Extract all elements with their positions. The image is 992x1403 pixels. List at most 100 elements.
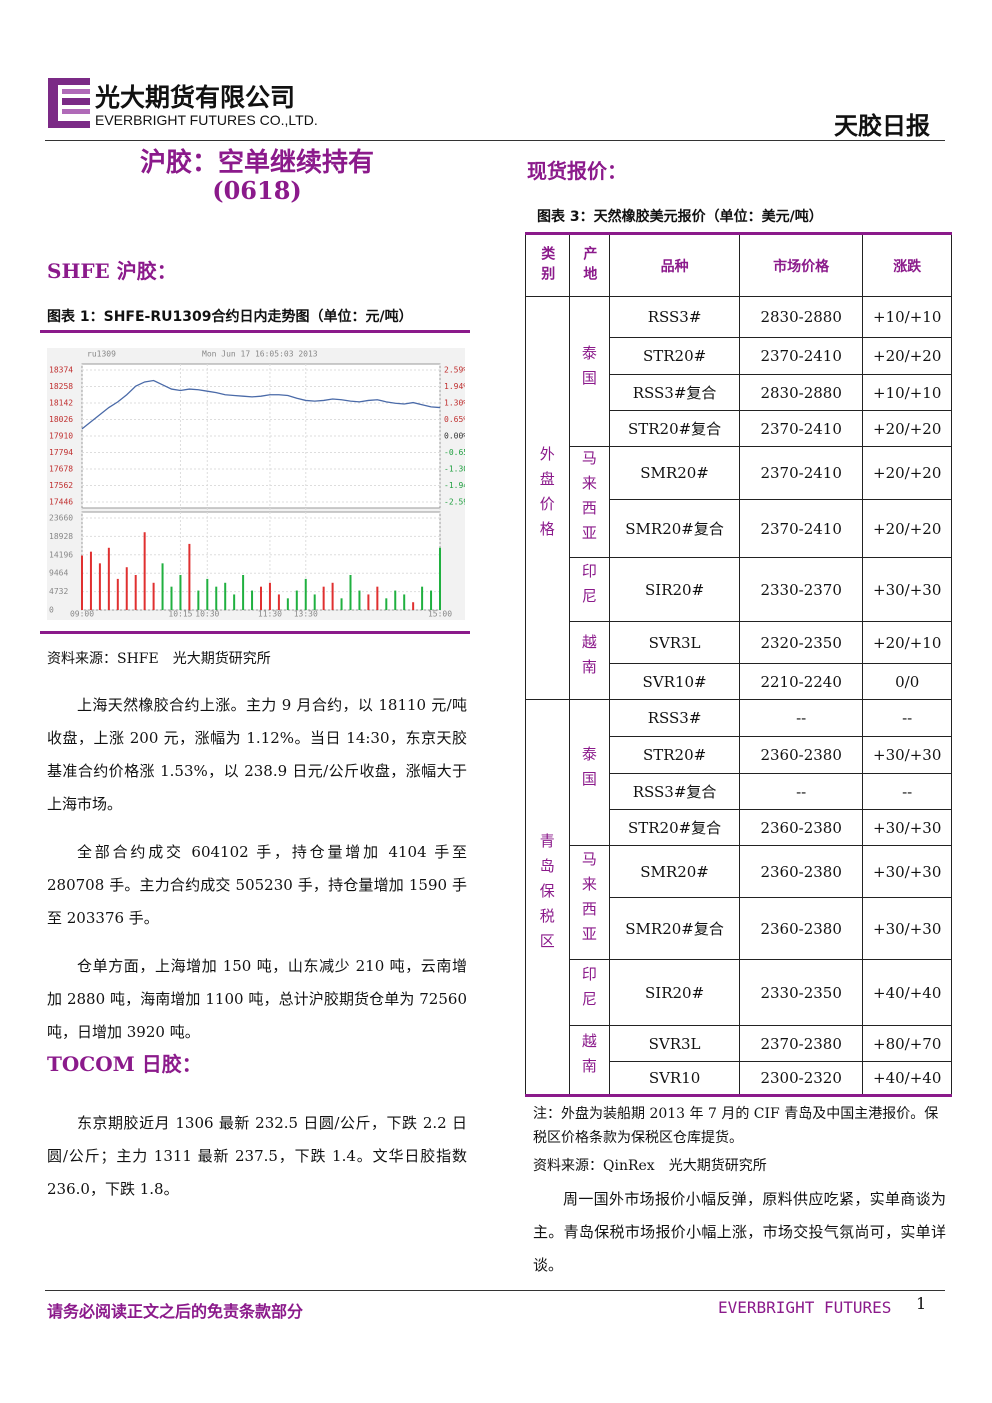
volume-bar bbox=[286, 598, 289, 610]
table-cell: +30/+30 bbox=[862, 845, 952, 898]
table-cell: +20/+20 bbox=[862, 337, 952, 375]
y-tick-label: 17446 bbox=[49, 498, 73, 507]
y2-tick-label: 0.00% bbox=[444, 432, 465, 441]
header-row: 类别 产地 品种 市场价格 涨跌 bbox=[525, 233, 952, 297]
price-table: 类别 产地 品种 市场价格 涨跌 外盘价格 泰国 RSS3# 2830-2880 +10/+10 S… bbox=[525, 232, 952, 1097]
volume-tick-label: 23660 bbox=[49, 514, 73, 523]
table-cell: -- bbox=[738, 699, 864, 737]
table-cell: +30/+30 bbox=[862, 736, 952, 774]
table-cell: STR20# bbox=[609, 736, 740, 774]
volume-bar bbox=[107, 547, 110, 610]
volume-bar bbox=[224, 582, 227, 610]
section: 现货报价： bbox=[527, 159, 627, 183]
table-cell: SVR10# bbox=[609, 663, 740, 700]
table-cell: 2830-2880 bbox=[738, 296, 864, 338]
source: 资料来源：SHFE 光大期货研究所 bbox=[47, 651, 271, 667]
y-tick-label: 17562 bbox=[49, 481, 73, 490]
y-tick-label: 17794 bbox=[49, 448, 73, 457]
table-cell: STR20#复合 bbox=[609, 410, 740, 447]
origin-cell: 泰国 bbox=[568, 699, 611, 846]
paragraph: 全部合约成交 604102 手，持仓量增加 4104 手至 280708 手。主… bbox=[47, 843, 467, 927]
volume-bar bbox=[170, 586, 173, 610]
origin-label: 越南 bbox=[579, 1033, 598, 1083]
rule bbox=[40, 330, 470, 333]
group-label: 外盘价格 bbox=[537, 446, 556, 546]
caption: 图表 3：天然橡胶美元报价（单位：美元/吨） bbox=[537, 209, 823, 225]
table-cell: RSS3# bbox=[609, 699, 740, 737]
section: SHFE 沪胶： bbox=[47, 259, 177, 283]
volume-bar bbox=[430, 590, 433, 610]
company-en: EVERBRIGHT FUTURES CO.,LTD. bbox=[95, 112, 318, 128]
table-cell: +10/+10 bbox=[862, 296, 952, 338]
volume-bar bbox=[403, 594, 406, 610]
table-cell: SVR3L bbox=[609, 621, 740, 664]
paragraphs: 上海天然橡胶合约上涨。主力 9 月合约，以 18110 元/吨收盘，上涨 200… bbox=[47, 674, 467, 1064]
volume-bar bbox=[116, 578, 119, 610]
table-cell: 2370-2380 bbox=[738, 1025, 864, 1062]
origin-label: 越南 bbox=[579, 633, 598, 684]
volume-bar bbox=[268, 582, 271, 610]
origin-label: 马来西亚 bbox=[579, 450, 598, 550]
x-tick-label: 11:30 bbox=[258, 610, 282, 619]
y-tick-label: 18374 bbox=[49, 366, 73, 375]
table-cell: 2360-2380 bbox=[738, 897, 864, 960]
logo bbox=[48, 78, 90, 128]
code: (0618) bbox=[212, 176, 302, 205]
origin-cell: 印尼 bbox=[568, 557, 611, 622]
table-cell: RSS3# bbox=[609, 296, 740, 338]
table-row: 越南 SVR3L 2320-2350 +20/+10 bbox=[526, 621, 952, 700]
volume-tick-label: 14196 bbox=[49, 550, 73, 559]
y2-tick-label: -0.65% bbox=[444, 448, 465, 457]
volume-tick-label: 9464 bbox=[49, 569, 68, 578]
volume-bar bbox=[98, 563, 101, 610]
y2-tick-label: 0.65% bbox=[444, 415, 465, 424]
volume-bar bbox=[304, 578, 307, 610]
origin-label: 泰国 bbox=[579, 344, 598, 395]
section: TOCOM 日胶： bbox=[47, 1052, 202, 1076]
volume-bar bbox=[188, 543, 191, 610]
note: 注：外盘为装船期 2013 年 7 月的 CIF 青岛及中国主港报价。保税区价格… bbox=[533, 1106, 939, 1146]
x-tick-label: 10:30 bbox=[195, 610, 219, 619]
y-tick-label: 18258 bbox=[49, 382, 73, 391]
origin-cell: 越南 bbox=[568, 1025, 611, 1096]
table-cell: 2360-2380 bbox=[738, 809, 864, 846]
table-cell: 0/0 bbox=[862, 663, 952, 700]
report-title: 天胶日报 bbox=[834, 111, 930, 140]
y2-tick-label: 1.30% bbox=[444, 398, 465, 407]
table-row: STR20# 2360-2380 +30/+30 bbox=[526, 736, 952, 774]
paragraph: 周一国外市场报价小幅反弹，原料供应吃紧，实单商谈为主。青岛保税市场报价小幅上涨，… bbox=[533, 1190, 946, 1274]
price-line bbox=[81, 379, 441, 430]
table-row: RSS3#复合 2830-2880 +10/+10 bbox=[526, 374, 952, 411]
volume-bar bbox=[421, 586, 424, 610]
chart-subtitle: Mon Jun 17 16:05:03 2013 bbox=[202, 350, 318, 359]
y-tick-label: 17678 bbox=[49, 465, 73, 474]
origin-label: 马来西亚 bbox=[579, 850, 598, 951]
group-label: 青岛保税区 bbox=[537, 832, 556, 958]
volume-bar bbox=[394, 590, 397, 610]
header-cell: 市场价格 bbox=[738, 233, 864, 297]
page-number: 1 bbox=[916, 1294, 927, 1313]
volume-bar bbox=[152, 582, 155, 610]
table-cell: SMR20#复合 bbox=[609, 499, 740, 558]
volume-bar bbox=[215, 586, 218, 610]
y2-tick-label: -1.94% bbox=[444, 481, 465, 490]
table-cell: +20/+20 bbox=[862, 446, 952, 500]
volume-bar bbox=[412, 602, 415, 610]
chart-title: ru1309 bbox=[87, 350, 116, 359]
rule bbox=[45, 1290, 945, 1291]
table-cell: RSS3#复合 bbox=[609, 773, 740, 810]
volume-bar bbox=[161, 563, 164, 610]
origin-label: 印尼 bbox=[579, 562, 598, 613]
table-cell: SMR20# bbox=[609, 845, 740, 898]
table-cell: -- bbox=[862, 773, 952, 810]
header-cell: 产地 bbox=[568, 233, 611, 297]
table-cell: 2830-2880 bbox=[738, 374, 864, 411]
table-cell: 2300-2320 bbox=[738, 1061, 864, 1096]
source: 资料来源：QinRex 光大期货研究所 bbox=[533, 1158, 767, 1174]
table-cell: 2320-2350 bbox=[738, 621, 864, 664]
table-cell: +30/+30 bbox=[862, 557, 952, 622]
paragraphs: 东京期胶近月 1306 最新 232.5 日圆/公斤，下跌 2.2 日圆/公斤；… bbox=[47, 1092, 467, 1221]
table-cell: SMR20# bbox=[609, 446, 740, 500]
title: 沪胶：空单继续持有 bbox=[139, 148, 374, 178]
